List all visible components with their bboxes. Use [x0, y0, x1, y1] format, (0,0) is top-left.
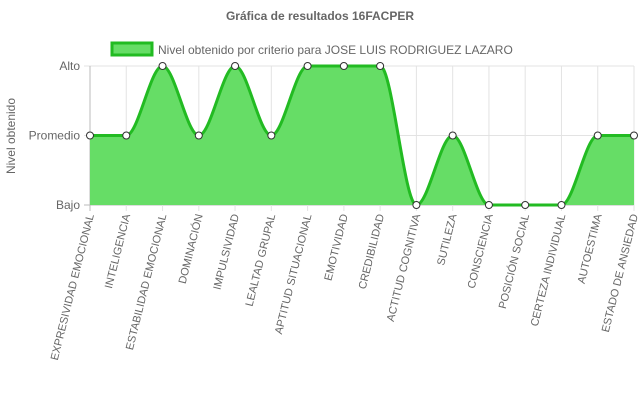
x-tick-label: IMPULSIVIDAD: [212, 213, 242, 291]
x-tick-label: APTITUD SITUACIONAL: [273, 213, 315, 336]
x-tick-label: CREDIBILIDAD: [357, 213, 387, 291]
data-point: [412, 201, 421, 209]
data-point: [484, 201, 493, 209]
data-point: [194, 131, 203, 140]
data-point: [593, 131, 602, 140]
legend[interactable]: Nivel obtenido por criterio para JOSE LU…: [110, 41, 513, 57]
data-point: [376, 62, 385, 70]
data-point: [158, 62, 167, 70]
x-tick-labels: EXPRESIVIDAD EMOCIONAL INTELIGENCIAESTABI…: [49, 212, 639, 361]
series-area-fill: [90, 66, 634, 205]
data-point: [521, 201, 530, 209]
data-points: [86, 62, 638, 209]
x-tick-label: EMOTIVIDAD: [323, 213, 351, 282]
legend-swatch: [110, 41, 154, 57]
data-point: [86, 131, 94, 140]
x-tick-label: SUTILEZA: [435, 212, 460, 267]
data-point: [630, 131, 638, 140]
x-tick-label: ESTADO DE ANSIEDAD: [600, 213, 639, 334]
x-tick-label: AUTOESTIMA: [576, 212, 605, 285]
y-tick-label: Promedio: [29, 129, 81, 143]
data-point: [339, 62, 348, 70]
x-tick-label: EXPRESIVIDAD EMOCIONAL: [49, 213, 97, 362]
x-tick-label: ACTITUD COGNITIVA: [385, 212, 424, 323]
data-point: [231, 62, 240, 70]
data-point: [267, 131, 276, 140]
legend-label: Nivel obtenido por criterio para JOSE LU…: [158, 43, 513, 57]
series-line: [89, 64, 634, 207]
x-tick-label: INTELIGENCIA: [103, 212, 133, 290]
x-tick-label: ESTABILIDAD EMOCIONAL: [124, 213, 169, 352]
y-tick-label: Bajo: [56, 198, 80, 212]
data-point: [303, 62, 312, 70]
y-tick-label: Alto: [59, 59, 80, 73]
data-point: [557, 201, 566, 209]
chart-title: Gráfica de resultados 16FACPER: [226, 9, 414, 23]
data-point: [448, 131, 457, 140]
y-tick-labels: Bajo Promedio Alto: [29, 59, 81, 212]
data-point: [122, 131, 131, 140]
x-tick-label: POSICIÓN SOCIAL: [496, 213, 532, 310]
x-tick-label: DOMINACIÓN: [176, 213, 206, 286]
x-tick-label: CERTEZA INDIVIDUAL: [529, 213, 569, 328]
x-tick-label: LEALTAD GRUPAL: [244, 213, 279, 308]
x-tick-label: CONSCIENCIA: [466, 212, 496, 290]
y-axis-title: Nivel obtenido: [4, 98, 18, 174]
series-area: [89, 64, 634, 207]
